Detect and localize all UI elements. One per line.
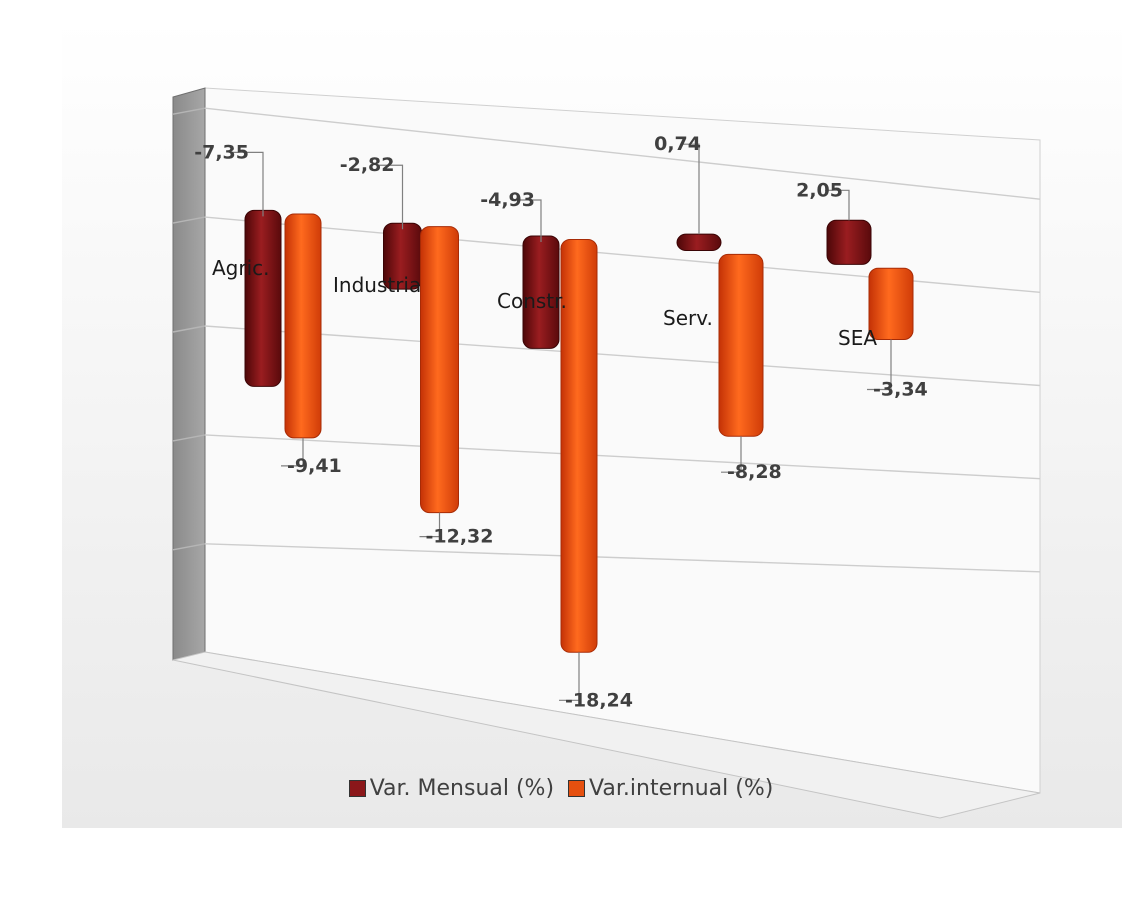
data-label-internual-1: -12,32: [426, 526, 494, 548]
data-label-mensual-2: -4,93: [480, 189, 535, 211]
gridline-wall: [172, 325, 206, 333]
category-labels: Agric. Industria Constr. Serv. SEA: [212, 256, 877, 350]
data-label-internual-2: -18,24: [565, 689, 633, 711]
data-label-mensual-3: 0,74: [654, 133, 701, 155]
leader-line-mensual-3: [683, 143, 700, 235]
bar-internual-3: [718, 253, 764, 437]
gridlines: [172, 107, 1041, 573]
bar-internual-2: [560, 238, 598, 653]
category-label-3: Serv.: [663, 306, 713, 330]
bars: [244, 209, 914, 653]
gridline-wall: [172, 543, 206, 551]
bar-mensual-3: [676, 233, 722, 252]
leader-line-mensual-0: [231, 151, 264, 217]
legend-label-mensual: Var. Mensual (%): [369, 775, 555, 801]
leader-line-internual-4: [867, 339, 892, 391]
gridline: [204, 325, 1041, 387]
category-label-1: Industria: [333, 273, 421, 297]
legend-swatch-internual: [568, 779, 586, 797]
floor: [172, 651, 1041, 819]
data-labels: -7,35 -9,41 -2,82 -12,32 -4,93 -18,24 0,74 -8,2…: [194, 133, 928, 711]
leader-line-mensual-4: [825, 189, 850, 221]
bar-internual-0: [284, 213, 322, 439]
category-label-2: Constr.: [497, 289, 567, 313]
category-label-0: Agric.: [212, 256, 270, 280]
gridline-wall: [172, 107, 206, 115]
gridline-wall: [172, 434, 206, 442]
data-label-mensual-0: -7,35: [194, 141, 249, 163]
bar-mensual-4: [826, 219, 872, 265]
legend-swatch-mensual: [348, 779, 366, 797]
legend-item-internual: Var.internual (%): [568, 776, 773, 801]
gridline: [204, 434, 1041, 480]
legend-item-mensual: Var. Mensual (%): [348, 775, 555, 801]
leader-line-mensual-1: [376, 164, 404, 230]
bar-internual-1: [420, 226, 459, 514]
data-label-mensual-1: -2,82: [340, 154, 395, 176]
side-wall: [172, 87, 206, 661]
data-label-mensual-4: 2,05: [796, 179, 843, 201]
leader-line-internual-3: [721, 436, 742, 473]
gridline: [204, 107, 1041, 200]
leader-lines: [231, 143, 892, 701]
data-label-internual-0: -9,41: [287, 455, 342, 477]
leader-line-internual-0: [281, 437, 304, 467]
data-label-internual-3: -8,28: [727, 461, 782, 483]
gridline: [204, 543, 1041, 573]
legend: Var. Mensual (%) Var.internual (%): [0, 768, 1122, 808]
leader-line-mensual-2: [517, 199, 542, 242]
category-label-4: SEA: [838, 326, 877, 350]
leader-line-internual-2: [559, 652, 580, 701]
data-label-internual-4: -3,34: [873, 378, 928, 400]
leader-line-internual-1: [419, 512, 441, 538]
bar-mensual-0: [244, 209, 282, 387]
legend-label-internual: Var.internual (%): [589, 775, 774, 801]
gridline-wall: [172, 216, 206, 224]
